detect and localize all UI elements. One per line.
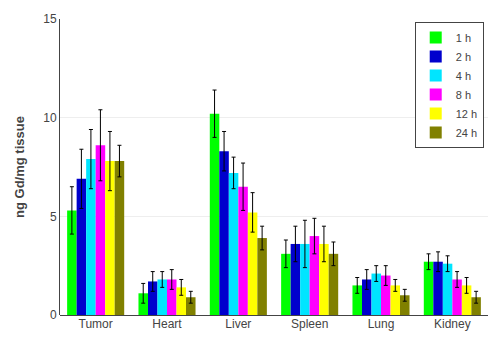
svg-text:2 h: 2 h [456, 51, 471, 63]
svg-text:ng Gd/mg tissue: ng Gd/mg tissue [12, 116, 27, 218]
svg-text:24 h: 24 h [456, 127, 477, 139]
svg-text:15: 15 [43, 12, 57, 26]
svg-text:Heart: Heart [152, 317, 182, 331]
svg-text:Kidney: Kidney [434, 317, 471, 331]
svg-text:1 h: 1 h [456, 32, 471, 44]
svg-text:8 h: 8 h [456, 89, 471, 101]
svg-text:Spleen: Spleen [291, 317, 328, 331]
svg-text:5: 5 [50, 210, 57, 224]
svg-text:Tumor: Tumor [79, 317, 113, 331]
svg-text:Liver: Liver [225, 317, 251, 331]
svg-text:12 h: 12 h [456, 108, 477, 120]
svg-text:Lung: Lung [368, 317, 395, 331]
svg-text:10: 10 [43, 111, 57, 125]
svg-text:4 h: 4 h [456, 70, 471, 82]
svg-text:0: 0 [50, 308, 57, 322]
